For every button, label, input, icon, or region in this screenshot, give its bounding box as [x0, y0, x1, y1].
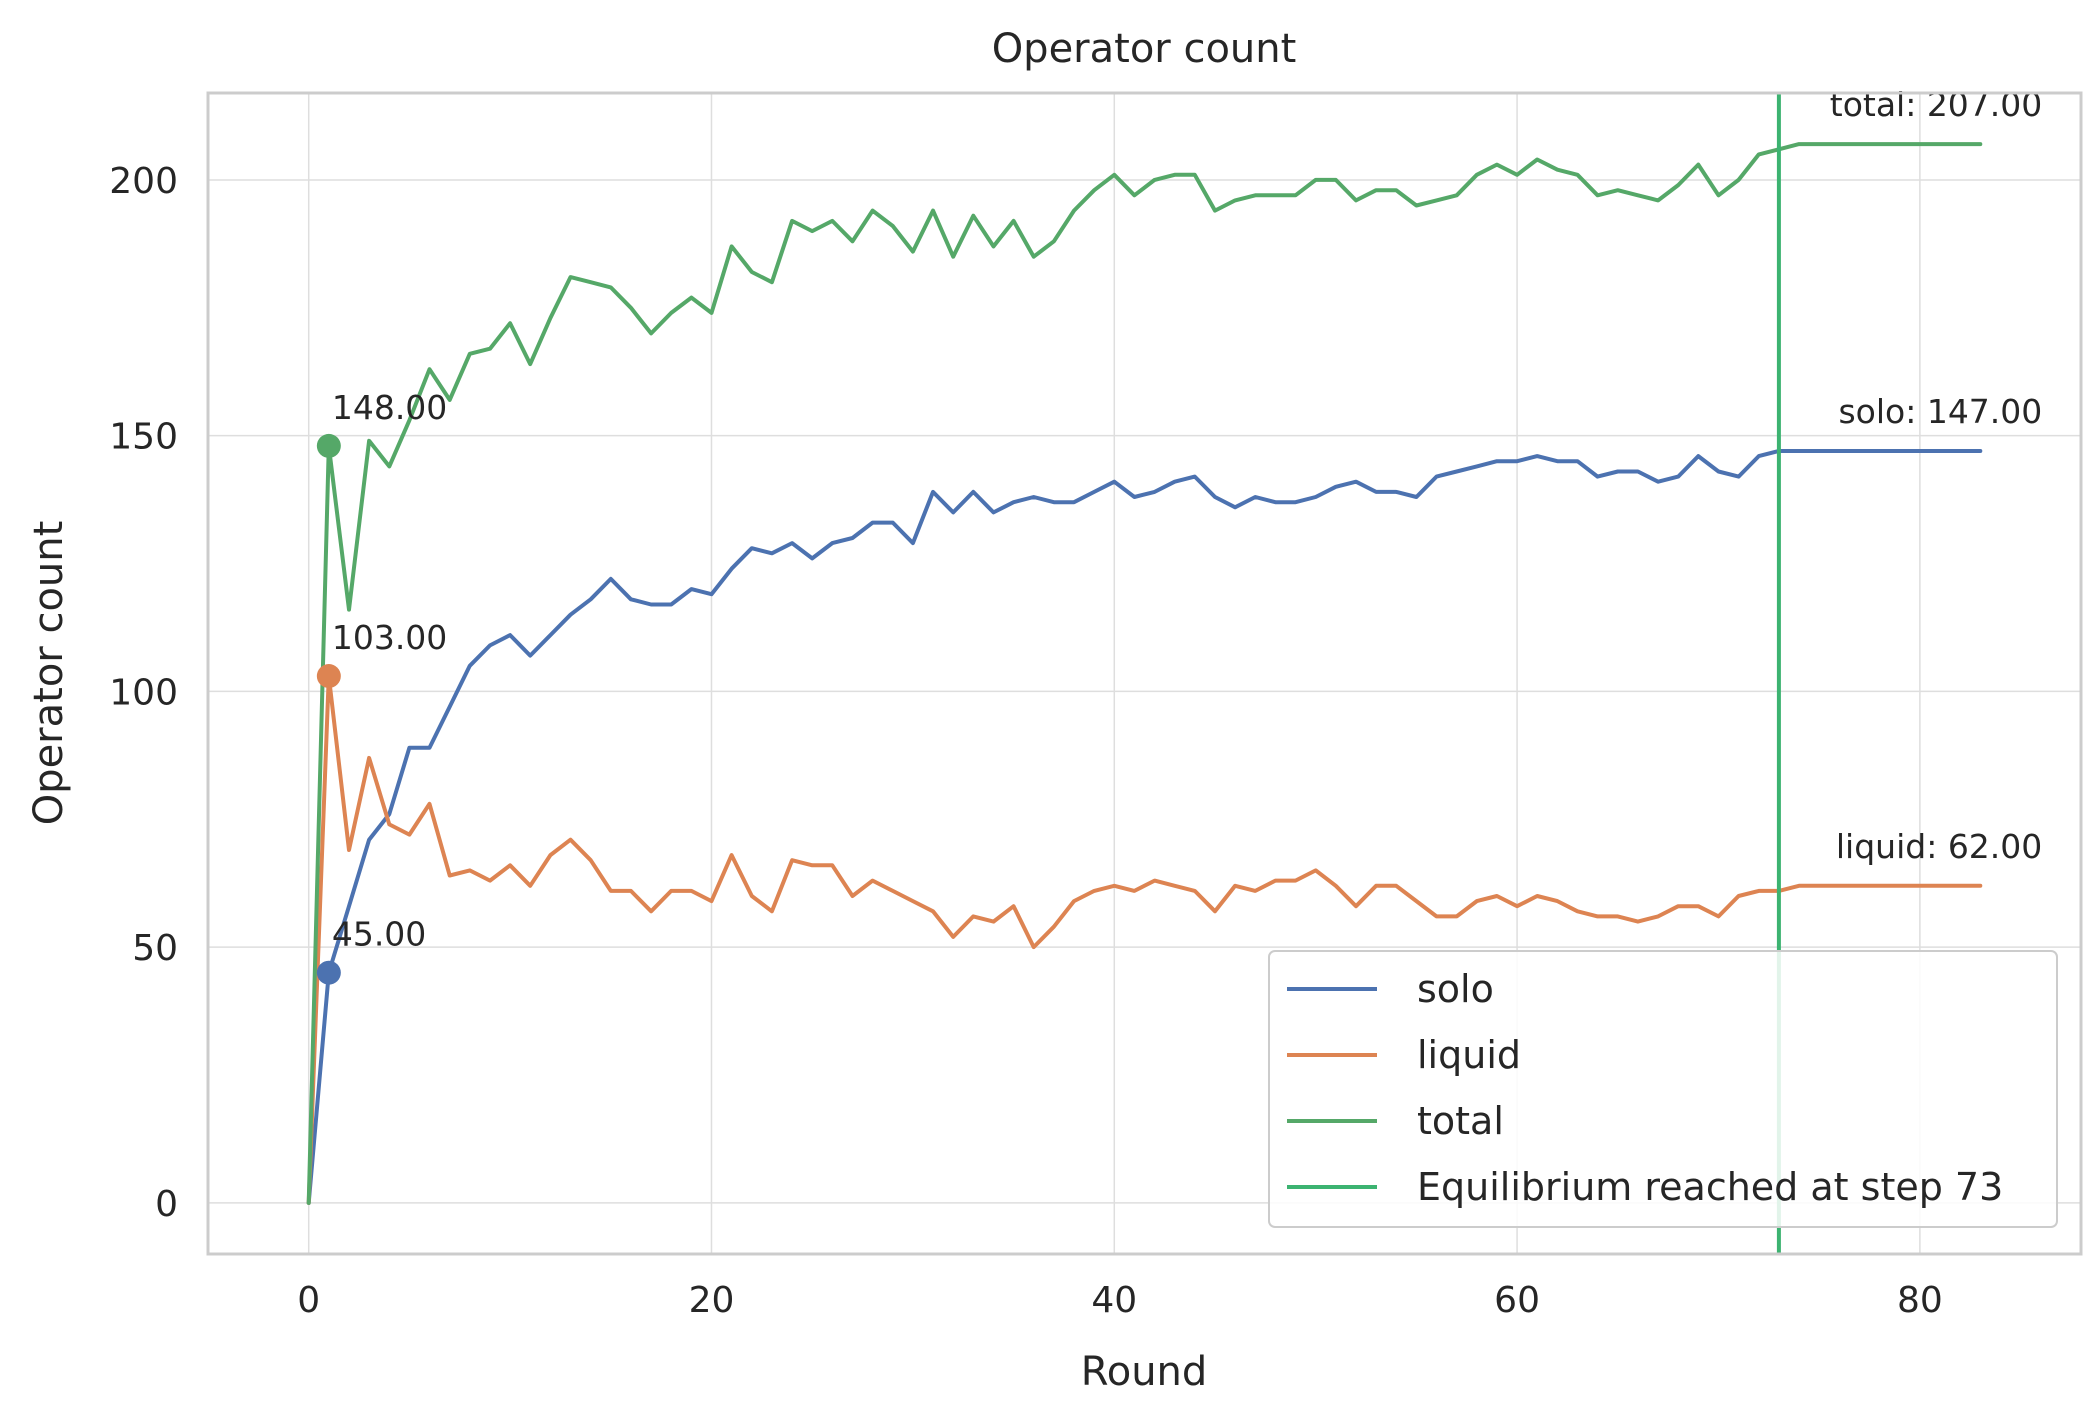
total-start-label: 148.00	[332, 388, 447, 427]
solo-start-marker	[316, 960, 341, 985]
y-tick-label: 100	[109, 672, 178, 713]
y-tick-label: 0	[155, 1184, 178, 1225]
legend-label: liquid	[1417, 1033, 1521, 1077]
legend-box	[1268, 950, 2058, 1228]
legend-label: solo	[1417, 967, 1494, 1011]
x-tick-label: 60	[1494, 1280, 1540, 1321]
x-axis-label: Round	[1081, 1349, 1208, 1395]
solo-series-line	[306, 449, 1983, 1205]
annotations: 45.00 103.00 148.00 total: 207.00 solo: 147.…	[332, 85, 2042, 954]
legend-label: Equilibrium reached at step 73	[1417, 1165, 2003, 1209]
x-tick-label: 20	[689, 1280, 735, 1321]
liquid-end-label: liquid: 62.00	[1836, 827, 2042, 866]
y-tick-label: 150	[109, 417, 178, 458]
total-end-label: total: 207.00	[1830, 85, 2043, 124]
solo-start-label: 45.00	[332, 915, 426, 954]
y-axis-label: Operator count	[26, 521, 72, 826]
legend-label: total	[1417, 1099, 1504, 1143]
grid-lines	[208, 93, 2081, 1254]
total-series-line	[306, 142, 1983, 1205]
y-tick-label: 200	[109, 161, 178, 202]
liquid-series-line	[306, 674, 1983, 1205]
legend: solo liquid total Equilibrium reached at st…	[1268, 950, 2058, 1228]
start-markers	[316, 433, 341, 985]
y-tick-label: 50	[132, 928, 178, 969]
series-lines	[306, 93, 1983, 1254]
liquid-start-label: 103.00	[332, 618, 447, 657]
x-tick-label: 0	[297, 1280, 320, 1321]
chart-title: Operator count	[992, 26, 1297, 72]
total-start-marker	[316, 433, 341, 458]
tick-labels: 0 20 40 60 80 0 50 100 150 200	[109, 161, 1943, 1321]
liquid-start-marker	[316, 664, 341, 689]
plot-frame	[206, 91, 2083, 1256]
solo-end-label: solo: 147.00	[1838, 392, 2042, 431]
x-tick-label: 80	[1897, 1280, 1943, 1321]
x-tick-label: 40	[1091, 1280, 1137, 1321]
